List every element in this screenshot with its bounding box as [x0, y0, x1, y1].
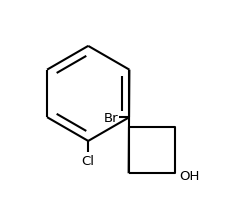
Text: Cl: Cl [82, 154, 95, 167]
Text: OH: OH [179, 169, 200, 182]
Text: Br: Br [104, 111, 118, 124]
